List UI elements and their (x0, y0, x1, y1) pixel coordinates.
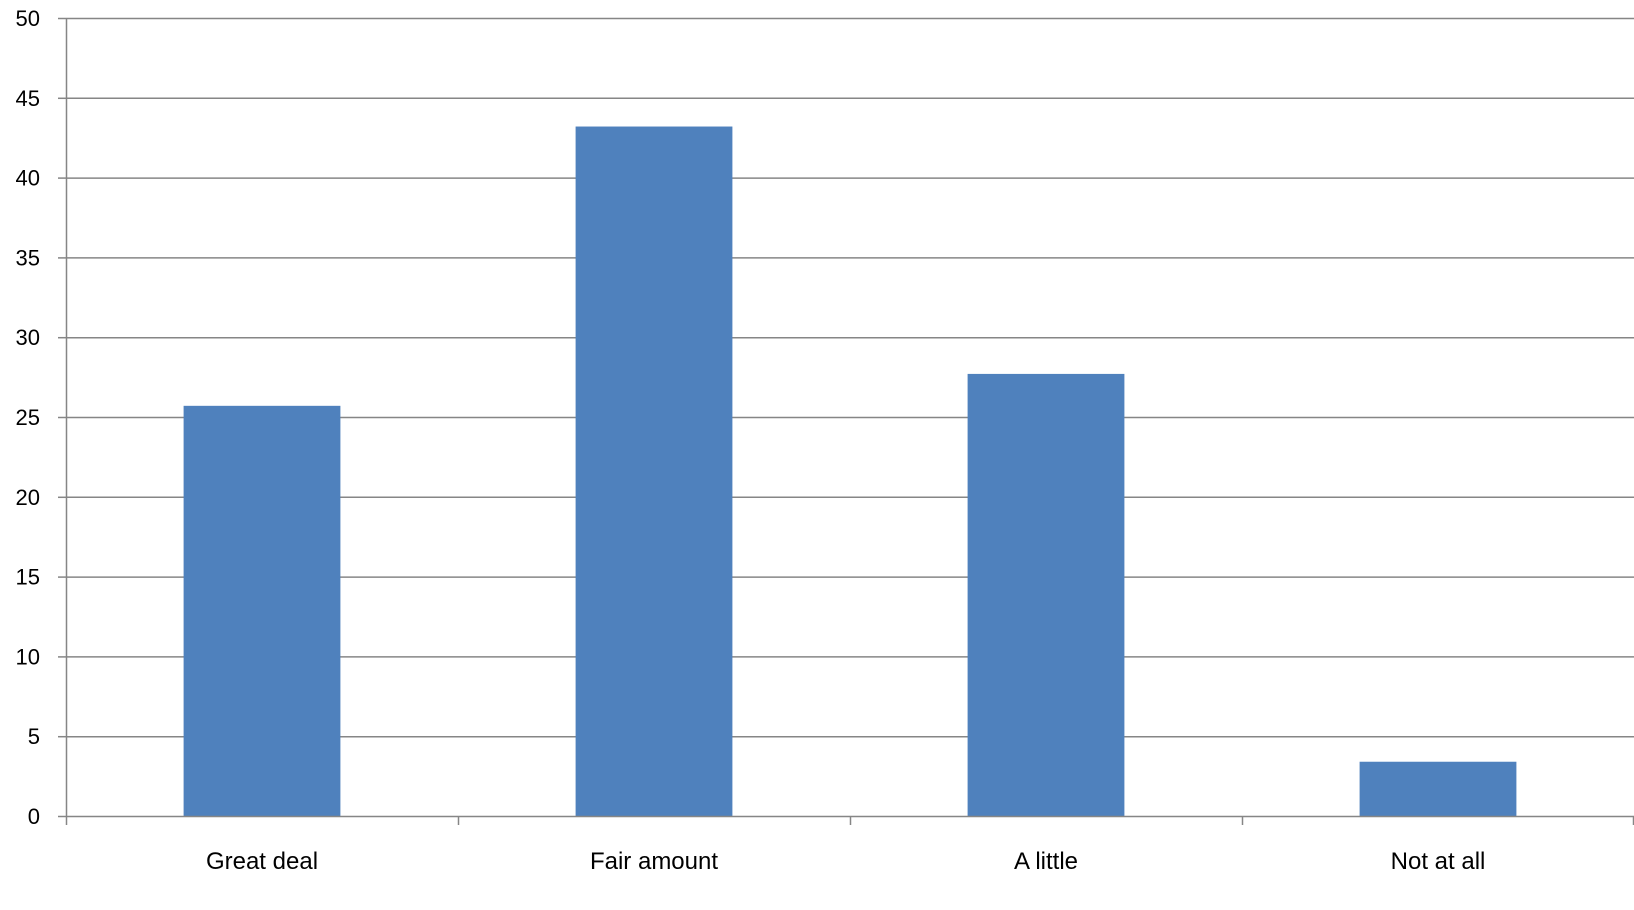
x-category-label: Fair amount (590, 848, 718, 875)
bars (183, 126, 1517, 816)
bar-great-deal (183, 405, 341, 816)
y-tick-label: 30 (16, 325, 40, 350)
x-category-label: Not at all (1391, 848, 1486, 875)
y-tick-label: 25 (16, 405, 40, 430)
bar-not-at-all (1359, 761, 1517, 816)
bar-fair-amount (575, 126, 733, 816)
axes (58, 17, 1634, 825)
y-tick-label: 15 (16, 565, 40, 590)
y-tick-label: 0 (28, 804, 40, 829)
bar-a-little (967, 373, 1125, 816)
y-tick-label: 35 (16, 245, 40, 270)
y-tick-label: 10 (16, 644, 40, 669)
y-axis-tick-labels: 0 5 10 15 20 25 30 35 40 45 50 (16, 6, 40, 829)
y-tick-label: 5 (28, 724, 40, 749)
y-tick-label: 50 (16, 6, 40, 31)
y-tick-label: 40 (16, 166, 40, 191)
y-tick-label: 45 (16, 86, 40, 111)
x-category-label: A little (1014, 848, 1078, 875)
x-category-label: Great deal (206, 848, 318, 875)
x-axis-category-labels: Great deal Fair amount A little Not at all (206, 848, 1485, 875)
y-tick-label: 20 (16, 485, 40, 510)
